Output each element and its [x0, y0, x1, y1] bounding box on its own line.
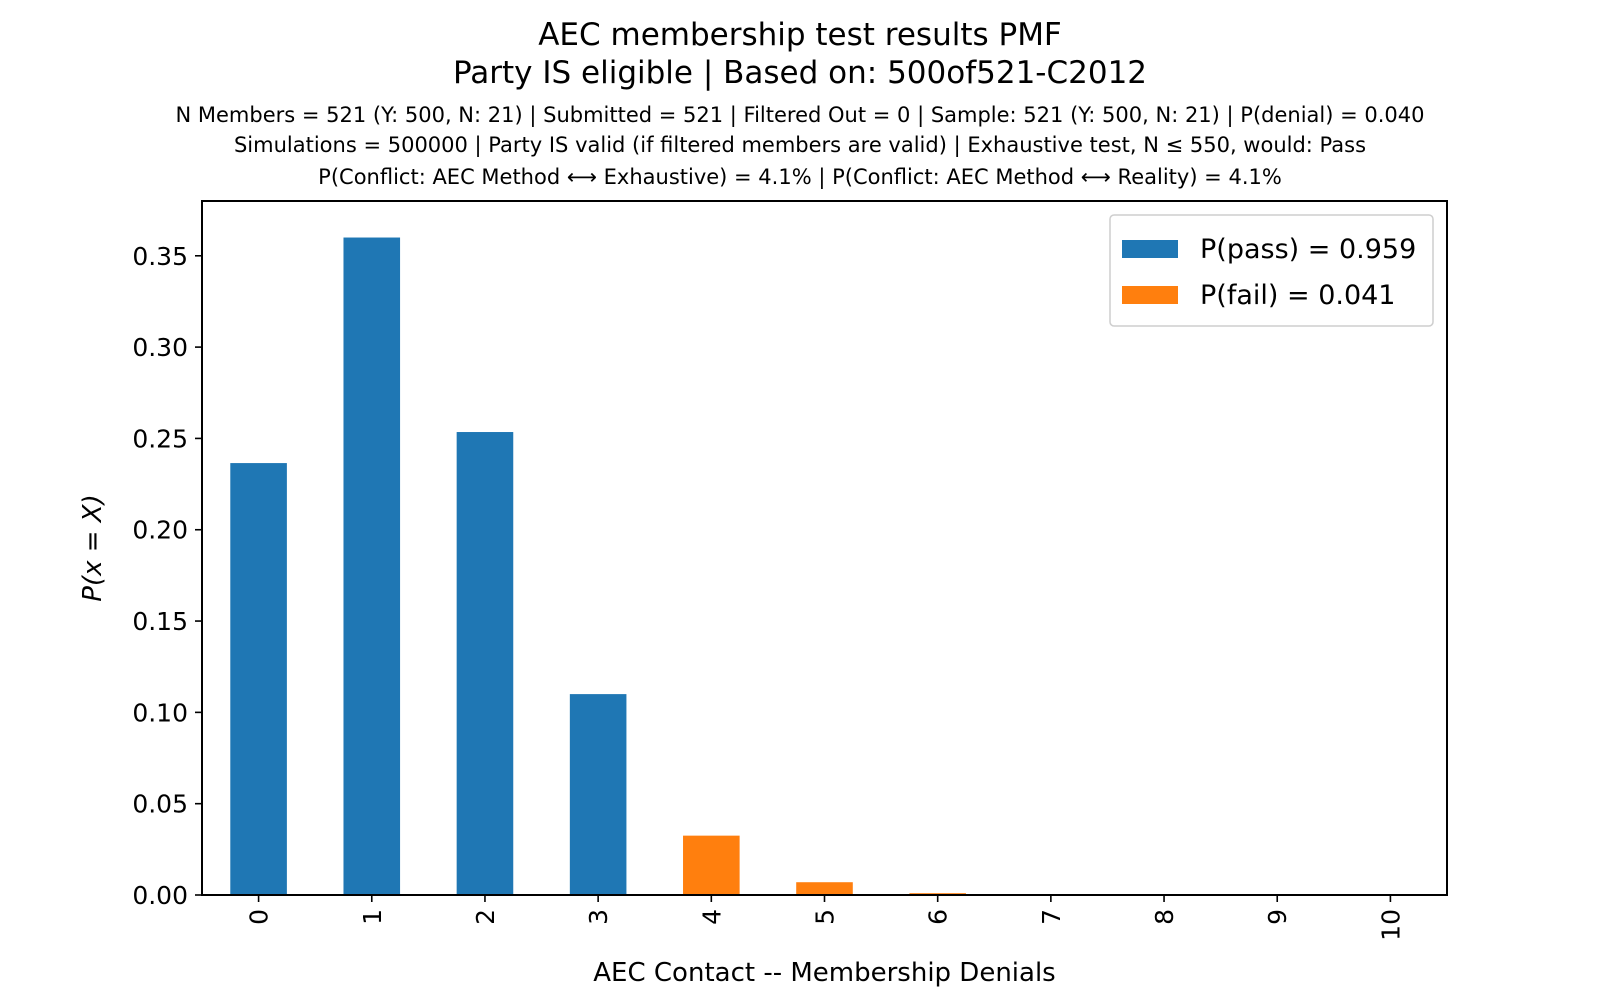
x-axis: 0 1 2 3 4 5 6 7 8 9 10	[245, 895, 1405, 941]
y-tick-label: 0.30	[132, 333, 188, 362]
y-tick-label: 0.10	[132, 698, 188, 727]
x-tick-label: 2	[471, 909, 500, 925]
x-tick-label: 7	[1037, 909, 1066, 925]
x-tick-label: 8	[1150, 909, 1179, 925]
bar-1	[343, 237, 401, 896]
legend-box	[1109, 214, 1434, 327]
y-tick-label: 0.20	[132, 516, 188, 545]
y-tick-label: 0.00	[132, 881, 188, 910]
legend: P(pass) = 0.959 P(fail) = 0.041	[1109, 214, 1434, 327]
legend-label-pass: P(pass) = 0.959	[1200, 234, 1416, 265]
legend-swatch-fail	[1122, 286, 1178, 304]
y-tick-label: 0.35	[132, 242, 188, 271]
chart-subtitle-line-2: Simulations = 500000 | Party IS valid (i…	[233, 133, 1367, 157]
x-tick-label: 0	[245, 909, 274, 925]
x-tick-label: 10	[1376, 909, 1405, 941]
y-tick-label: 0.05	[132, 790, 188, 819]
chart-title: AEC membership test results PMF	[538, 17, 1062, 53]
chart-title-line-2: Party IS eligible | Based on: 500of521-C…	[452, 55, 1148, 91]
x-tick-label: 9	[1263, 909, 1292, 925]
y-tick-label: 0.25	[132, 424, 188, 453]
chart-subtitle-line-1: N Members = 521 (Y: 500, N: 21) | Submit…	[175, 103, 1425, 127]
bar-3	[569, 694, 627, 895]
x-tick-label: 4	[697, 909, 726, 925]
bar-0	[230, 463, 287, 895]
y-tick-label: 0.15	[132, 607, 188, 636]
y-axis: 0.00 0.05 0.10 0.15 0.20 0.25 0.30 0.35	[132, 242, 202, 910]
bar-4	[683, 835, 740, 895]
x-tick-label: 3	[584, 909, 613, 925]
y-axis-label: P(x = X)	[78, 494, 108, 601]
legend-label-fail: P(fail) = 0.041	[1200, 280, 1396, 311]
legend-swatch-pass	[1122, 240, 1178, 258]
x-tick-label: 1	[358, 909, 387, 925]
bars-group	[230, 237, 1080, 896]
x-axis-label: AEC Contact -- Membership Denials	[593, 958, 1055, 988]
x-tick-label: 5	[811, 909, 840, 925]
chart-subtitle-line-3: P(Conflict: AEC Method ⟷ Exhaustive) = 4…	[318, 165, 1282, 189]
plot-frame	[201, 200, 1448, 896]
bar-5	[796, 882, 853, 895]
x-tick-label: 6	[924, 909, 953, 925]
bar-2	[456, 432, 514, 895]
